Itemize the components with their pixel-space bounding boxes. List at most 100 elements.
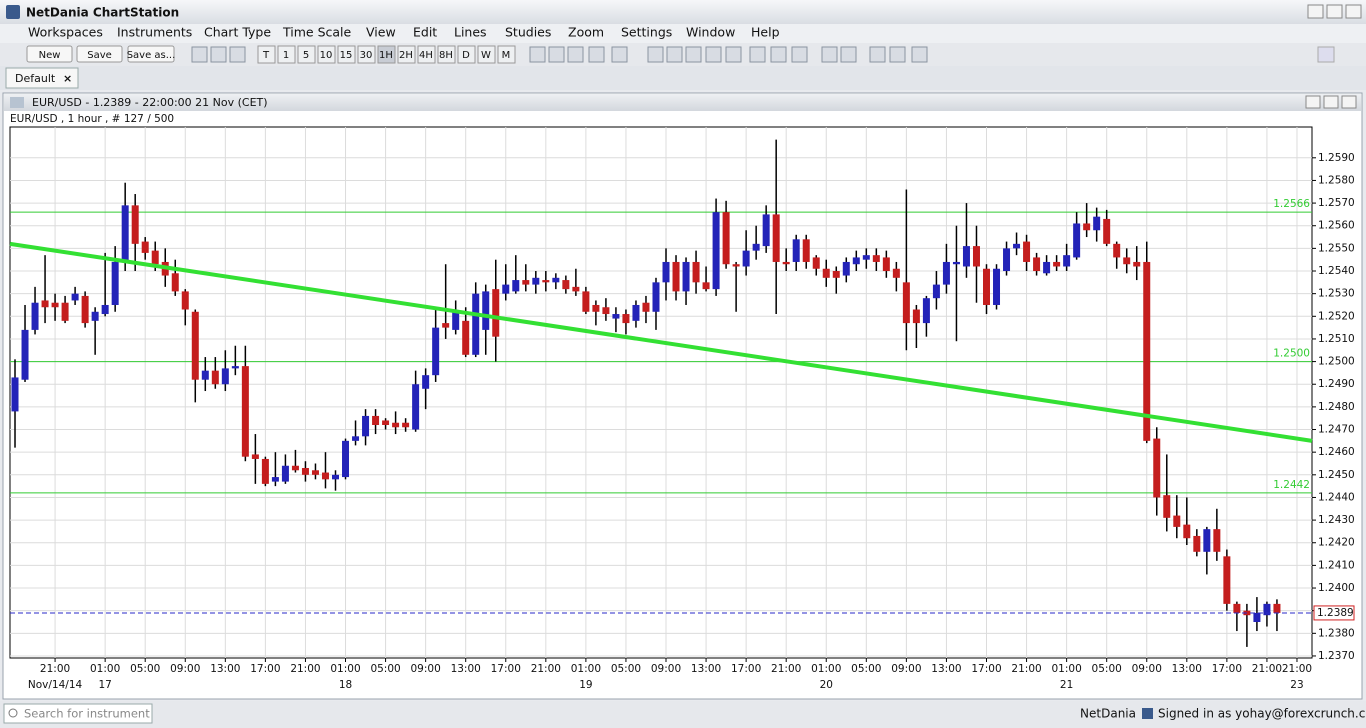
minimize-button[interactable] bbox=[1307, 4, 1324, 19]
menu-item[interactable]: Settings bbox=[621, 25, 672, 40]
toolbar-icon[interactable] bbox=[749, 46, 766, 63]
menu-item[interactable]: Zoom bbox=[568, 25, 604, 40]
candle-body bbox=[682, 261, 690, 292]
toolbar-icon[interactable] bbox=[529, 46, 546, 63]
toolbar-toggle[interactable] bbox=[1317, 46, 1335, 63]
title-bar bbox=[0, 0, 1366, 24]
timeframe-button[interactable] bbox=[297, 45, 316, 64]
toolbar-icon[interactable] bbox=[210, 46, 227, 63]
x-tick-label: 09:00 bbox=[891, 663, 921, 675]
candle-body bbox=[1063, 255, 1071, 267]
timeframe-button[interactable] bbox=[417, 45, 436, 64]
menu-item[interactable]: View bbox=[366, 25, 396, 40]
x-tick-label: 01:00 bbox=[330, 663, 360, 675]
toolbar-icon[interactable] bbox=[191, 46, 208, 63]
toolbar-icon[interactable] bbox=[911, 46, 928, 63]
y-tick-label: 1.2500 bbox=[1318, 356, 1355, 368]
timeframe-label: 10 bbox=[320, 50, 333, 61]
toolbar-icon[interactable] bbox=[791, 46, 808, 63]
candle-body bbox=[1083, 223, 1091, 231]
menu-item[interactable]: Lines bbox=[454, 25, 487, 40]
toolbar-icon[interactable] bbox=[611, 46, 628, 63]
workspace-tab[interactable] bbox=[5, 67, 79, 89]
candle-body bbox=[852, 257, 860, 265]
candle-body bbox=[251, 454, 259, 459]
status-icon bbox=[1142, 708, 1153, 719]
menu-item[interactable]: Instruments bbox=[117, 25, 192, 40]
candle-body bbox=[772, 214, 780, 262]
toolbar-icon[interactable] bbox=[821, 46, 838, 63]
maximize-button[interactable] bbox=[1326, 4, 1343, 19]
toolbar-icon[interactable] bbox=[705, 46, 722, 63]
x-tick-label: 01:00 bbox=[811, 663, 841, 675]
menu-item[interactable]: Time Scale bbox=[282, 25, 352, 40]
candle-body bbox=[362, 415, 370, 437]
toolbar-icon[interactable] bbox=[725, 46, 742, 63]
candle-body bbox=[762, 214, 770, 247]
timeframe-label: 1H bbox=[379, 50, 393, 61]
toolbar-icon[interactable] bbox=[229, 46, 246, 63]
toolbar-icon[interactable] bbox=[548, 46, 565, 63]
candle-body bbox=[311, 470, 319, 475]
toolbar-icon[interactable] bbox=[889, 46, 906, 63]
menu-item[interactable]: Workspaces bbox=[28, 25, 103, 40]
y-tick-label: 1.2560 bbox=[1318, 220, 1355, 232]
candle-body bbox=[1213, 529, 1221, 552]
menu-item[interactable]: Studies bbox=[505, 25, 551, 40]
menu-item[interactable]: Edit bbox=[413, 25, 437, 40]
timeframe-button[interactable] bbox=[397, 45, 416, 64]
timeframe-button[interactable] bbox=[337, 45, 356, 64]
timeframe-button[interactable] bbox=[457, 45, 476, 64]
candle-body bbox=[1123, 257, 1131, 265]
timeframe-button[interactable] bbox=[437, 45, 456, 64]
timeframe-button[interactable] bbox=[377, 45, 396, 64]
timeframe-button[interactable] bbox=[257, 45, 276, 64]
candle-body bbox=[221, 368, 229, 385]
candle-body bbox=[1013, 243, 1021, 249]
candle-body bbox=[332, 474, 339, 480]
candle-body bbox=[552, 277, 560, 283]
candle-body bbox=[291, 465, 299, 471]
timeframe-button[interactable] bbox=[497, 45, 516, 64]
candle-body bbox=[61, 302, 69, 321]
toolbar-icon[interactable] bbox=[647, 46, 664, 63]
toolbar-button-label: Save bbox=[87, 50, 112, 61]
toolbar-button[interactable] bbox=[127, 45, 175, 63]
candle-body bbox=[572, 286, 580, 292]
y-tick-label: 1.2380 bbox=[1318, 627, 1355, 639]
menu-item[interactable]: Help bbox=[751, 25, 780, 40]
toolbar-icon[interactable] bbox=[666, 46, 683, 63]
toolbar-icon[interactable] bbox=[588, 46, 605, 63]
menu-item[interactable]: Window bbox=[686, 25, 735, 40]
y-tick-label: 1.2530 bbox=[1318, 288, 1355, 300]
chart-minimize[interactable] bbox=[1305, 95, 1321, 109]
chart-window-title: EUR/USD - 1.2389 - 22:00:00 21 Nov (CET) bbox=[32, 96, 268, 109]
candle-body bbox=[562, 280, 570, 290]
timeframe-button[interactable] bbox=[477, 45, 496, 64]
candle-body bbox=[81, 295, 89, 324]
timeframe-label: 5 bbox=[303, 50, 309, 61]
toolbar-icon[interactable] bbox=[567, 46, 584, 63]
toolbar-button[interactable] bbox=[26, 45, 73, 63]
timeframe-button[interactable] bbox=[357, 45, 376, 64]
y-tick-label: 1.2400 bbox=[1318, 582, 1355, 594]
chart-close[interactable] bbox=[1341, 95, 1357, 109]
toolbar-icon[interactable] bbox=[770, 46, 787, 63]
toolbar-button[interactable] bbox=[76, 45, 123, 63]
timeframe-button[interactable] bbox=[277, 45, 296, 64]
candle-body bbox=[983, 268, 990, 305]
timeframe-label: 4H bbox=[419, 50, 433, 61]
search-box[interactable] bbox=[3, 703, 153, 724]
toolbar-icon[interactable] bbox=[869, 46, 886, 63]
close-button[interactable] bbox=[1345, 4, 1362, 19]
menu-item[interactable]: Chart Type bbox=[204, 25, 271, 40]
candle-body bbox=[812, 257, 820, 269]
timeframe-button[interactable] bbox=[317, 45, 336, 64]
chart-maximize[interactable] bbox=[1323, 95, 1339, 109]
toolbar-icon[interactable] bbox=[840, 46, 857, 63]
candle-body bbox=[582, 291, 590, 312]
tab-close[interactable]: × bbox=[63, 72, 72, 85]
candle-body bbox=[993, 268, 1001, 305]
x-date-label: Nov/14/14 bbox=[28, 679, 83, 691]
toolbar-icon[interactable] bbox=[685, 46, 702, 63]
